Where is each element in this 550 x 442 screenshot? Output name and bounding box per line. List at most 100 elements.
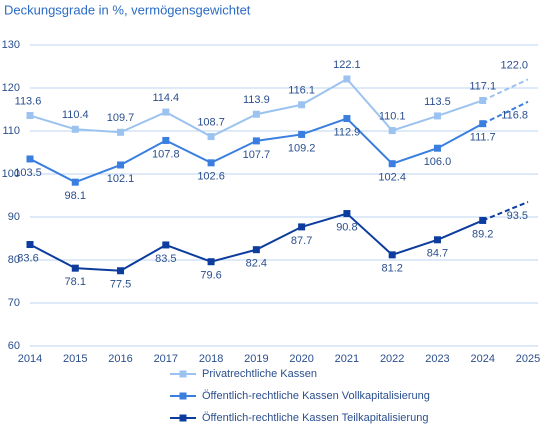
data-label: 108.7 (197, 116, 225, 128)
y-tick-label: 120 (2, 82, 20, 94)
marker (433, 236, 441, 244)
data-label: 110.1 (379, 110, 406, 122)
data-label: 107.8 (152, 148, 180, 160)
marker (433, 144, 441, 152)
y-tick-label: 80 (8, 254, 20, 266)
data-label: 83.5 (155, 253, 176, 265)
marker (388, 127, 396, 135)
x-tick-label: 2015 (63, 353, 87, 365)
data-label: 122.1 (333, 59, 361, 71)
data-label: 78.1 (65, 276, 86, 288)
legend-label: Öffentlich-rechtliche Kassen Vollkapital… (202, 390, 430, 402)
data-label: 113.5 (424, 96, 451, 108)
data-label: 79.6 (200, 270, 221, 282)
marker (117, 161, 125, 169)
marker (388, 251, 396, 259)
data-label: 102.4 (378, 172, 406, 184)
legend-marker (179, 414, 187, 422)
data-label: 113.6 (15, 95, 42, 107)
marker (252, 246, 260, 254)
marker (71, 125, 79, 133)
legend-marker (179, 392, 187, 400)
y-tick-label: 110 (2, 125, 20, 137)
data-label: 110.4 (62, 109, 89, 121)
legend-label: Öffentlich-rechtliche Kassen Teilkapital… (202, 412, 428, 424)
data-label: 122.0 (500, 59, 528, 71)
x-tick-label: 2025 (516, 353, 540, 365)
data-label: 102.6 (197, 171, 225, 183)
x-tick-label: 2023 (425, 353, 449, 365)
y-tick-label: 130 (2, 39, 20, 51)
marker (252, 110, 260, 118)
marker (388, 160, 396, 168)
data-label: 116.1 (288, 85, 315, 97)
legend-label: Privatrechtliche Kassen (202, 368, 317, 380)
legend-marker (179, 370, 187, 378)
x-tick-label: 2019 (244, 353, 268, 365)
projection-line (482, 78, 529, 102)
data-label: 117.1 (469, 80, 496, 92)
marker (298, 130, 306, 138)
x-tick-label: 2017 (154, 353, 178, 365)
marker (252, 137, 260, 145)
data-label: 81.2 (381, 263, 402, 275)
marker (343, 210, 351, 218)
x-tick-label: 2018 (199, 353, 223, 365)
marker (26, 112, 34, 120)
data-label: 109.2 (288, 142, 316, 154)
marker (343, 75, 351, 83)
marker (117, 128, 125, 136)
marker (71, 178, 79, 186)
data-label: 93.5 (507, 210, 528, 222)
marker (26, 155, 34, 163)
x-tick-label: 2014 (18, 353, 42, 365)
data-label: 111.7 (470, 132, 496, 144)
data-label: 83.6 (17, 252, 38, 264)
marker (298, 101, 306, 109)
marker (207, 159, 215, 167)
projection-line (482, 201, 529, 222)
data-label: 113.9 (243, 94, 270, 106)
marker (162, 108, 170, 116)
marker (479, 120, 487, 128)
x-tick-label: 2024 (470, 353, 494, 365)
x-tick-label: 2020 (289, 353, 313, 365)
marker (207, 133, 215, 141)
data-label: 116.8 (501, 110, 528, 122)
y-tick-label: 90 (8, 211, 20, 223)
data-label: 107.7 (243, 149, 271, 161)
data-label: 106.0 (424, 156, 452, 168)
marker (26, 241, 34, 249)
data-label: 90.8 (336, 221, 357, 233)
projection-line (482, 100, 529, 125)
data-label: 82.4 (246, 258, 267, 270)
x-tick-label: 2022 (380, 353, 404, 365)
marker (298, 223, 306, 231)
data-label: 112.9 (334, 126, 361, 138)
marker (162, 136, 170, 144)
data-label: 89.2 (472, 228, 493, 240)
y-tick-label: 100 (2, 168, 20, 180)
data-label: 109.7 (107, 112, 135, 124)
x-tick-label: 2016 (108, 353, 132, 365)
y-tick-label: 70 (8, 297, 20, 309)
marker (479, 216, 487, 224)
data-label: 87.7 (291, 235, 312, 247)
data-label: 77.5 (110, 279, 131, 291)
data-label: 84.7 (427, 248, 448, 260)
marker (479, 96, 487, 104)
data-label: 102.1 (107, 173, 135, 185)
marker (117, 267, 125, 275)
marker (433, 112, 441, 120)
chart-title: Deckungsgrade in %, vermögensgewichtet (4, 2, 251, 17)
marker (71, 264, 79, 272)
data-label: 103.5 (14, 167, 42, 179)
data-label: 98.1 (65, 190, 86, 202)
marker (162, 241, 170, 249)
y-tick-label: 60 (8, 340, 20, 352)
marker (343, 115, 351, 123)
marker (207, 258, 215, 266)
x-tick-label: 2021 (335, 353, 359, 365)
data-label: 114.4 (152, 92, 179, 104)
